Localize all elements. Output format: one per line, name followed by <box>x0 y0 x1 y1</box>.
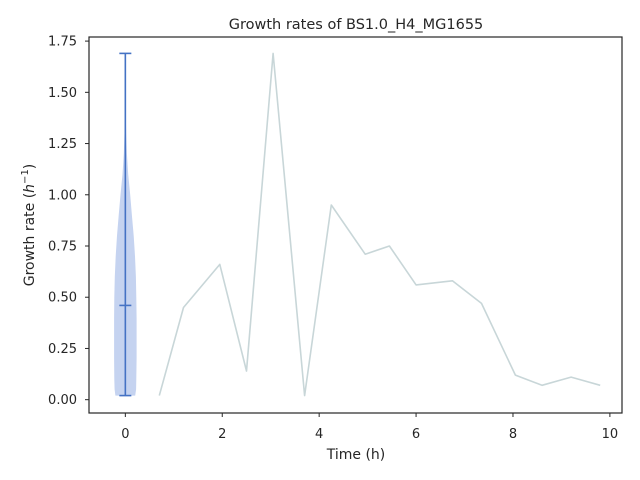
y-axis-label-exp: −1 <box>20 169 31 184</box>
y-axis-label-prefix: Growth rate ( <box>22 193 38 286</box>
y-tick-label: 0.25 <box>48 342 77 357</box>
plot-area <box>114 52 601 397</box>
y-tick-label: 1.25 <box>48 137 77 152</box>
y-axis: 0.00 0.25 0.50 0.75 1.00 1.25 1.50 1.75 <box>48 35 89 408</box>
y-tick-label: 1.75 <box>48 35 77 50</box>
y-tick-label: 0.50 <box>48 291 77 306</box>
y-axis-label-suffix: ) <box>22 164 38 169</box>
y-tick-label: 0.75 <box>48 240 77 255</box>
y-axis-label-var: h <box>22 184 38 193</box>
x-tick-label: 6 <box>412 427 420 442</box>
y-tick-label: 0.00 <box>48 393 77 408</box>
growth-rate-line <box>158 52 601 397</box>
x-tick-label: 4 <box>315 427 323 442</box>
x-tick-label: 8 <box>509 427 517 442</box>
y-tick-label: 1.00 <box>48 188 77 203</box>
y-tick-label: 1.50 <box>48 86 77 101</box>
x-tick-label: 0 <box>121 427 129 442</box>
x-tick-label: 10 <box>602 427 619 442</box>
y-axis-label: Growth rate (h−1) <box>20 164 38 287</box>
x-axis-label: Time (h) <box>326 447 386 463</box>
axes-frame <box>88 36 623 414</box>
x-tick-label: 2 <box>218 427 226 442</box>
x-axis: 0 2 4 6 8 10 <box>121 413 618 442</box>
chart-title: Growth rates of BS1.0_H4_MG1655 <box>229 17 484 33</box>
